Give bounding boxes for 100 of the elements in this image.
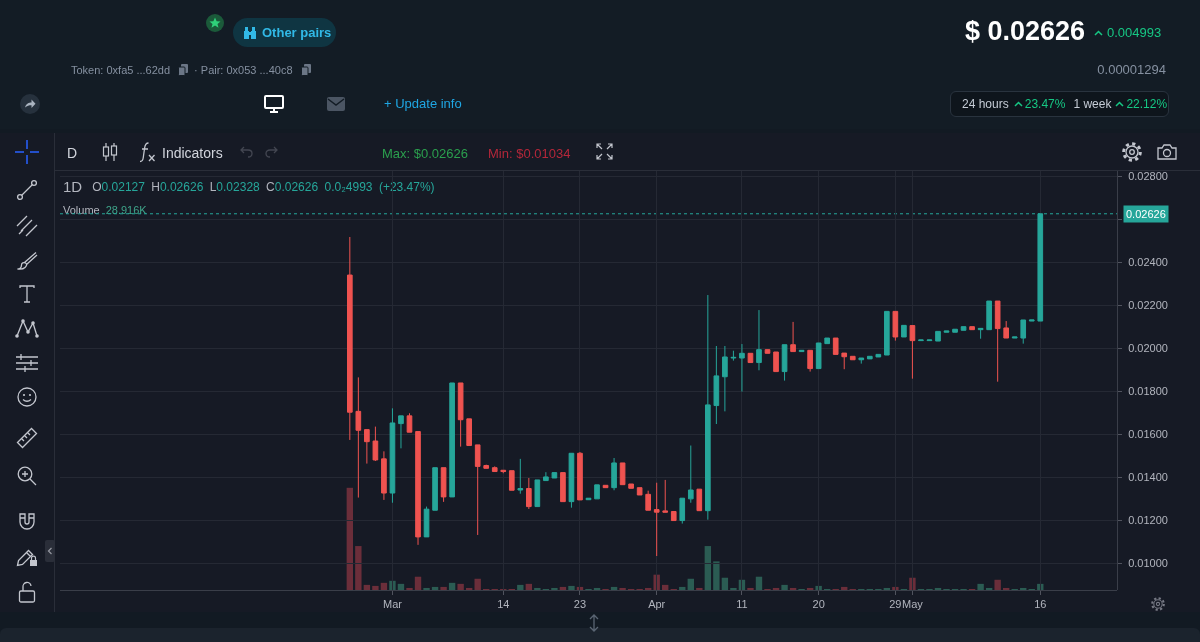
bar (730, 587, 737, 590)
bar (883, 587, 891, 590)
bar (397, 583, 405, 590)
y-tick-label: 0.01600 (1128, 428, 1168, 441)
x-tick-label: 11 (736, 598, 748, 611)
text: 0.004993 (1107, 25, 1162, 40)
candlestick (815, 342, 822, 370)
y-tick-label: 0.02800 (1128, 170, 1168, 183)
bar (1020, 587, 1027, 590)
candlestick (508, 470, 515, 491)
candlestick (977, 327, 984, 340)
candlestick (372, 426, 379, 462)
candlestick (1011, 336, 1018, 339)
candlestick (560, 472, 566, 503)
candlestick (790, 321, 796, 353)
candlestick (551, 472, 558, 479)
candlestick (952, 328, 958, 333)
text: 0.00001294 (1097, 62, 1166, 77)
bar (414, 576, 422, 590)
candlestick (866, 355, 873, 360)
bar (593, 587, 601, 590)
bar (423, 587, 430, 590)
x-tick-label: 20 (812, 598, 825, 611)
bar (644, 587, 652, 590)
bar (977, 583, 984, 590)
bar (841, 586, 848, 590)
y-tick-label: 0.02200 (1128, 299, 1168, 312)
candlestick (662, 479, 669, 513)
candlestick (381, 450, 387, 501)
bar (440, 586, 447, 590)
candlestick (824, 337, 830, 345)
candlestick (406, 412, 413, 433)
bar (994, 579, 1001, 590)
candlestick (355, 376, 362, 499)
candlestick (364, 429, 370, 465)
candlestick (832, 337, 839, 355)
candlestick (858, 357, 865, 365)
bar (679, 586, 686, 590)
bar (534, 587, 541, 590)
bar (559, 586, 567, 590)
text: 24 hours (962, 97, 1009, 111)
candlestick (423, 506, 430, 538)
candlestick (619, 462, 626, 486)
candlestick (457, 382, 464, 448)
bar (551, 587, 558, 590)
text: $ 0.02626 (964, 16, 1085, 47)
candlestick (577, 451, 583, 501)
text: · Pair: 0x053 ...40c8 (194, 64, 293, 76)
y-tick-label: 0.02000 (1128, 342, 1168, 355)
bar (363, 584, 371, 590)
candlestick (781, 344, 788, 382)
y-tick-label: 0.02400 (1128, 256, 1168, 269)
bar (985, 587, 993, 590)
candlestick (611, 457, 617, 491)
candlestick (347, 236, 353, 441)
bar (772, 587, 780, 590)
bar (789, 587, 797, 590)
bar (406, 587, 413, 590)
candlestick (935, 330, 941, 342)
x-tick-label: 29 (889, 598, 902, 611)
candlestick (713, 345, 720, 425)
candlestick (722, 345, 728, 412)
candlestick (602, 484, 609, 489)
annotation: 28.916K (105, 204, 147, 216)
bar (389, 580, 396, 590)
bar (934, 587, 942, 590)
bar (431, 586, 439, 590)
candlestick (909, 325, 916, 380)
candlestick (892, 310, 899, 342)
x-tick-label: May (902, 598, 924, 611)
candlestick (679, 497, 686, 525)
candlestick (474, 444, 481, 536)
candlestick (670, 511, 677, 522)
y-tick-label: 0.01000 (1128, 557, 1168, 570)
bar (346, 487, 354, 590)
x-tick-label: 14 (497, 598, 510, 611)
x-tick-label: Apr (648, 598, 666, 611)
annotation: 1D (63, 178, 83, 195)
bar (687, 578, 694, 590)
candlestick (773, 351, 779, 373)
candlestick (705, 294, 711, 521)
candlestick (969, 326, 975, 331)
candlestick (730, 350, 737, 362)
bar (568, 585, 575, 590)
candlestick (849, 355, 856, 361)
ref-line-label: 0.02626 (1126, 208, 1166, 220)
candlestick (415, 431, 421, 546)
candlestick (841, 352, 848, 370)
candlestick (636, 487, 643, 496)
candlestick (534, 479, 541, 508)
candlestick (756, 309, 762, 371)
bar (806, 587, 814, 590)
candlestick (687, 445, 694, 504)
candlestick (1028, 319, 1035, 322)
annotation: Volume (63, 204, 100, 216)
candlestick (943, 330, 950, 333)
bar (781, 584, 788, 590)
candlestick (568, 452, 575, 509)
text: 23.47% (1024, 97, 1066, 111)
text: Indicators (162, 145, 223, 161)
